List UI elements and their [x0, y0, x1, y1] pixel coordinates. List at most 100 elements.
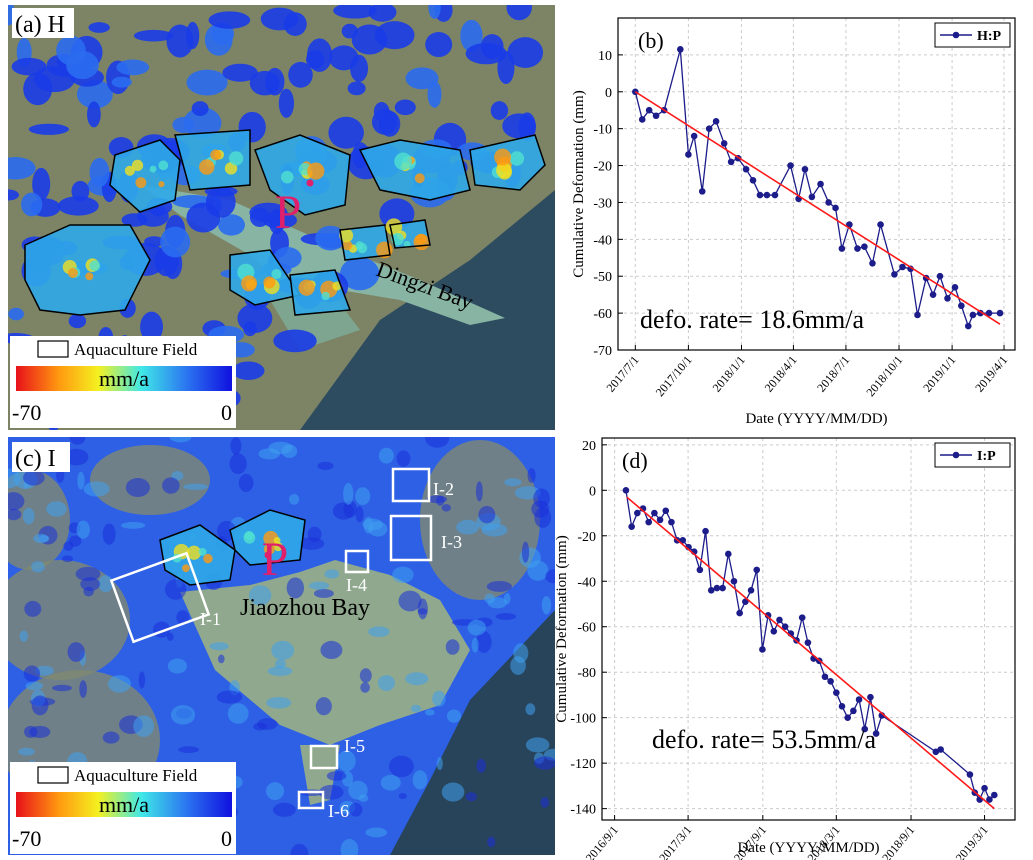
panel-label-bg: [12, 8, 74, 38]
deformation-patch: [260, 7, 299, 31]
deformation-patch: [348, 780, 368, 800]
x-tick-label: 2016/9/1: [583, 823, 621, 860]
deformation-patch: [169, 437, 192, 443]
data-point: [798, 614, 806, 621]
deformation-patch: [267, 666, 293, 676]
field-heat: [263, 276, 276, 289]
field-heat: [415, 233, 427, 245]
field-heat: [403, 240, 411, 248]
deformation-patch: [266, 696, 292, 709]
field-heat: [273, 541, 283, 552]
aquaculture-field: [229, 509, 306, 566]
deformation-patch: [460, 19, 483, 52]
aquaculture-field: [469, 134, 546, 191]
legend-text: Aquaculture Field: [74, 766, 198, 785]
data-point: [937, 746, 944, 753]
deformation-patch: [510, 656, 526, 675]
sea: [300, 190, 555, 430]
deformation-patch: [540, 797, 549, 808]
deformation-patch: [208, 11, 251, 29]
deformation-patch: [217, 214, 245, 236]
deformation-patch: [64, 448, 89, 466]
deformation-patch: [243, 321, 257, 337]
data-point: [696, 566, 704, 574]
aquaculture-field: [174, 129, 251, 191]
colorbar: [16, 366, 232, 391]
deformation-patch: [465, 792, 477, 802]
deformation-patch: [186, 69, 228, 96]
deformation-patch: [507, 37, 544, 68]
deformation-patch: [52, 684, 73, 692]
data-point: [808, 193, 816, 201]
y-tick-label: -140: [570, 803, 596, 818]
deformation-patch: [428, 5, 441, 19]
colorbar-label: mm/a: [99, 366, 149, 391]
deformation-patch: [365, 827, 388, 838]
field-heat: [85, 272, 94, 281]
deformation-patch: [69, 437, 86, 445]
deformation-patch: [333, 5, 377, 19]
colorbar-max: 0: [221, 826, 232, 851]
field-heat: [241, 275, 258, 292]
y-tick-label: -60: [593, 307, 612, 322]
deformation-patch: [326, 771, 347, 781]
deformation-patch: [8, 189, 20, 201]
data-point: [771, 191, 779, 199]
deformation-patch: [388, 755, 414, 778]
data-point: [899, 263, 906, 271]
deformation-patch: [341, 23, 358, 39]
deformation-patch: [178, 746, 200, 753]
deformation-patch: [8, 157, 36, 180]
data-point: [891, 271, 898, 278]
deformation-patch: [272, 802, 296, 817]
colorbar-max: 0: [221, 400, 232, 425]
data-point: [651, 509, 658, 517]
study-box: [389, 514, 433, 562]
deformation-patch: [465, 42, 507, 65]
data-point: [720, 140, 728, 147]
deformation-patch: [138, 671, 146, 689]
y-tick-label: -40: [577, 575, 596, 590]
deformation-patch: [164, 579, 187, 600]
study-box-label: I-4: [346, 575, 367, 595]
data-point: [753, 566, 761, 574]
deformation-patch: [313, 588, 334, 598]
deformation-patch: [102, 731, 120, 744]
data-point: [634, 509, 641, 517]
deformation-patch: [425, 437, 450, 448]
data-point: [801, 165, 809, 173]
data-point: [749, 177, 757, 184]
field-heat: [332, 281, 342, 291]
panel-label: (d): [622, 448, 648, 473]
deformation-patch: [76, 79, 113, 109]
field-heat: [298, 279, 315, 296]
legend-marker: [952, 31, 960, 39]
data-point: [763, 191, 771, 199]
data-point: [907, 265, 914, 273]
deformation-patch: [23, 665, 41, 682]
deformation-patch: [31, 561, 45, 573]
deformation-patch: [355, 506, 364, 523]
data-point: [707, 587, 715, 594]
deformation-patch: [229, 453, 247, 475]
deformation-patch: [107, 675, 131, 693]
data-point: [827, 677, 834, 685]
deformation-patch: [18, 747, 35, 756]
y-tick-label: -10: [593, 123, 612, 138]
y-tick-label: 20: [582, 439, 596, 454]
aquaculture-field: [358, 139, 471, 201]
data-point: [861, 243, 868, 251]
field-heat: [210, 149, 222, 161]
field-heat: [67, 267, 78, 278]
deformation-patch: [350, 54, 369, 83]
y-tick-label: -100: [570, 712, 596, 727]
deformation-patch: [363, 516, 374, 534]
point-label: P: [262, 533, 289, 586]
y-tick-label: 10: [598, 49, 612, 64]
data-point: [929, 291, 937, 298]
trend-line: [634, 91, 1001, 325]
data-point: [969, 311, 977, 319]
deformation-patch: [116, 59, 150, 76]
aquaculture-field: [24, 224, 151, 316]
